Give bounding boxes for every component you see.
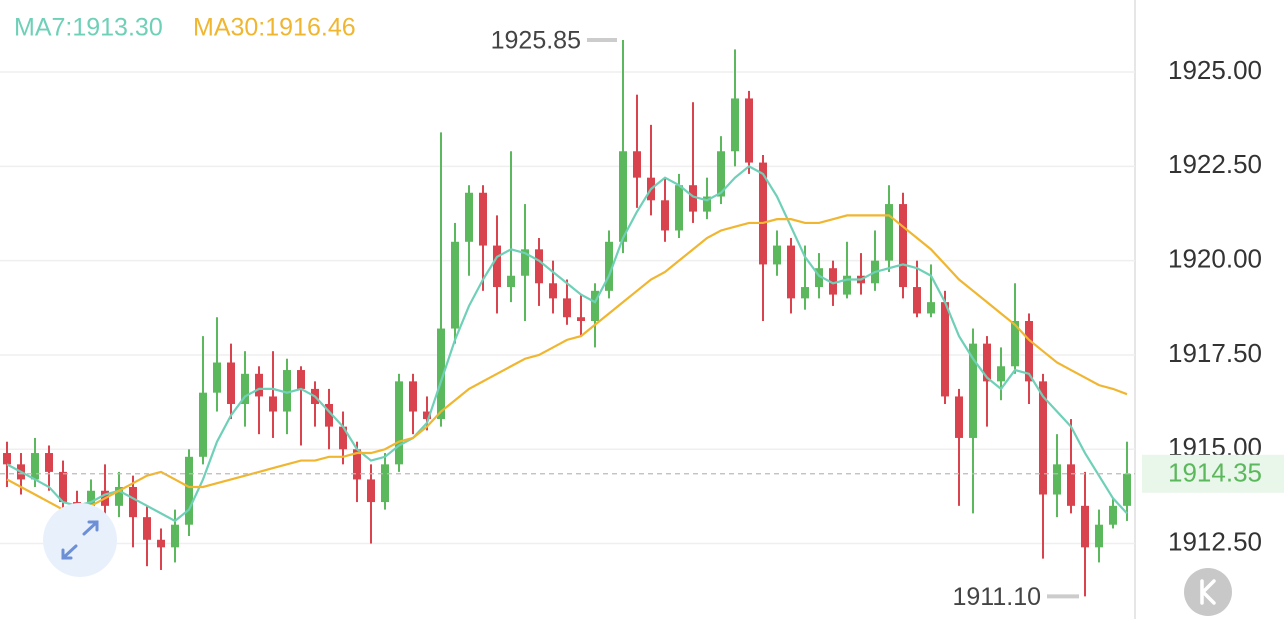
candle-body bbox=[353, 449, 361, 480]
candle-body bbox=[381, 464, 389, 503]
candle-body bbox=[955, 396, 963, 438]
candle-body bbox=[325, 403, 333, 427]
candle-body bbox=[31, 453, 39, 480]
candle-body bbox=[913, 287, 921, 314]
candle-body bbox=[1095, 524, 1103, 548]
candle-body bbox=[3, 453, 11, 465]
candle-body bbox=[759, 162, 767, 265]
candle-body bbox=[143, 517, 151, 540]
candle-body bbox=[339, 426, 347, 450]
candle-body bbox=[45, 453, 53, 472]
candle-body bbox=[885, 204, 893, 261]
y-tick-label: 1922.50 bbox=[1168, 149, 1262, 179]
candle-body bbox=[941, 302, 949, 397]
last-price-label: 1914.35 bbox=[1168, 458, 1262, 488]
candle-body bbox=[1081, 505, 1089, 548]
candle-body bbox=[129, 486, 137, 518]
candle-body bbox=[703, 196, 711, 212]
candle-body bbox=[1053, 464, 1061, 495]
candle-body bbox=[227, 362, 235, 404]
candle-body bbox=[255, 373, 263, 397]
candle-body bbox=[437, 328, 445, 420]
high-label: 1925.85 bbox=[491, 27, 581, 55]
candle-body bbox=[297, 370, 305, 389]
candle-body bbox=[1039, 381, 1047, 495]
candle-body bbox=[675, 185, 683, 231]
ma-line bbox=[6, 165, 1128, 523]
legend-ma30: MA30:1916.46 bbox=[193, 14, 356, 42]
candle-body bbox=[171, 524, 179, 548]
low-label: 1911.10 bbox=[952, 583, 1041, 611]
candle-body bbox=[787, 245, 795, 299]
candle-body bbox=[507, 275, 515, 288]
y-tick-label: 1920.00 bbox=[1168, 244, 1262, 274]
candle-body bbox=[241, 373, 249, 404]
candle-body bbox=[1123, 473, 1131, 506]
candle-body bbox=[1109, 505, 1117, 525]
candle-body bbox=[479, 192, 487, 246]
candle-body bbox=[213, 362, 221, 393]
candle-body bbox=[997, 366, 1005, 382]
y-tick-label: 1925.00 bbox=[1168, 55, 1262, 85]
candle-body bbox=[969, 343, 977, 438]
candle-body bbox=[465, 192, 473, 242]
expand-button[interactable] bbox=[43, 503, 117, 577]
candle-body bbox=[493, 245, 501, 288]
candle-body bbox=[283, 370, 291, 412]
candle-body bbox=[157, 539, 165, 548]
candle-body bbox=[619, 151, 627, 242]
candle-body bbox=[199, 392, 207, 457]
candle-body bbox=[745, 98, 753, 163]
candle-body bbox=[367, 479, 375, 503]
candle-body bbox=[563, 298, 571, 318]
candle-body bbox=[535, 249, 543, 284]
candle-body bbox=[983, 343, 991, 382]
candle-body bbox=[395, 381, 403, 465]
candle-body bbox=[185, 456, 193, 525]
candle-body bbox=[409, 381, 417, 412]
candle-body bbox=[689, 185, 697, 212]
plot bbox=[3, 39, 1131, 597]
candle-body bbox=[801, 287, 809, 299]
candle-body bbox=[1011, 321, 1019, 367]
candle-body bbox=[423, 411, 431, 420]
candle-body bbox=[927, 302, 935, 314]
candle-body bbox=[59, 471, 67, 503]
candle-body bbox=[829, 268, 837, 295]
candle-body bbox=[1067, 464, 1075, 506]
candle-body bbox=[591, 290, 599, 322]
legend-ma7: MA7:1913.30 bbox=[14, 14, 163, 42]
k-button[interactable] bbox=[1184, 568, 1232, 616]
candle-body bbox=[731, 98, 739, 152]
y-tick-label: 1917.50 bbox=[1168, 338, 1262, 368]
candle-body bbox=[815, 268, 823, 288]
candle-body bbox=[269, 396, 277, 412]
candle-body bbox=[1025, 321, 1033, 382]
candle-body bbox=[549, 283, 557, 299]
candle-body bbox=[773, 245, 781, 265]
candle-body bbox=[87, 490, 95, 518]
ma-line bbox=[6, 214, 1128, 511]
overlay: 1912.501915.001917.501920.001922.501925.… bbox=[0, 27, 1284, 611]
candle-body bbox=[633, 151, 641, 178]
candle-body bbox=[451, 241, 459, 329]
candle-body bbox=[899, 204, 907, 288]
candle-body bbox=[521, 249, 529, 276]
candle-body bbox=[843, 275, 851, 295]
candle-body bbox=[115, 486, 123, 506]
candle-body bbox=[605, 241, 613, 291]
candle-body bbox=[717, 151, 725, 197]
y-tick-label: 1912.50 bbox=[1168, 526, 1262, 556]
last-price-box bbox=[1142, 454, 1284, 493]
candle-body bbox=[577, 317, 585, 322]
candle-body bbox=[661, 200, 669, 231]
